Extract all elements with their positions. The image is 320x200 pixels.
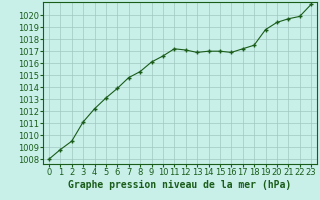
X-axis label: Graphe pression niveau de la mer (hPa): Graphe pression niveau de la mer (hPa) (68, 180, 292, 190)
